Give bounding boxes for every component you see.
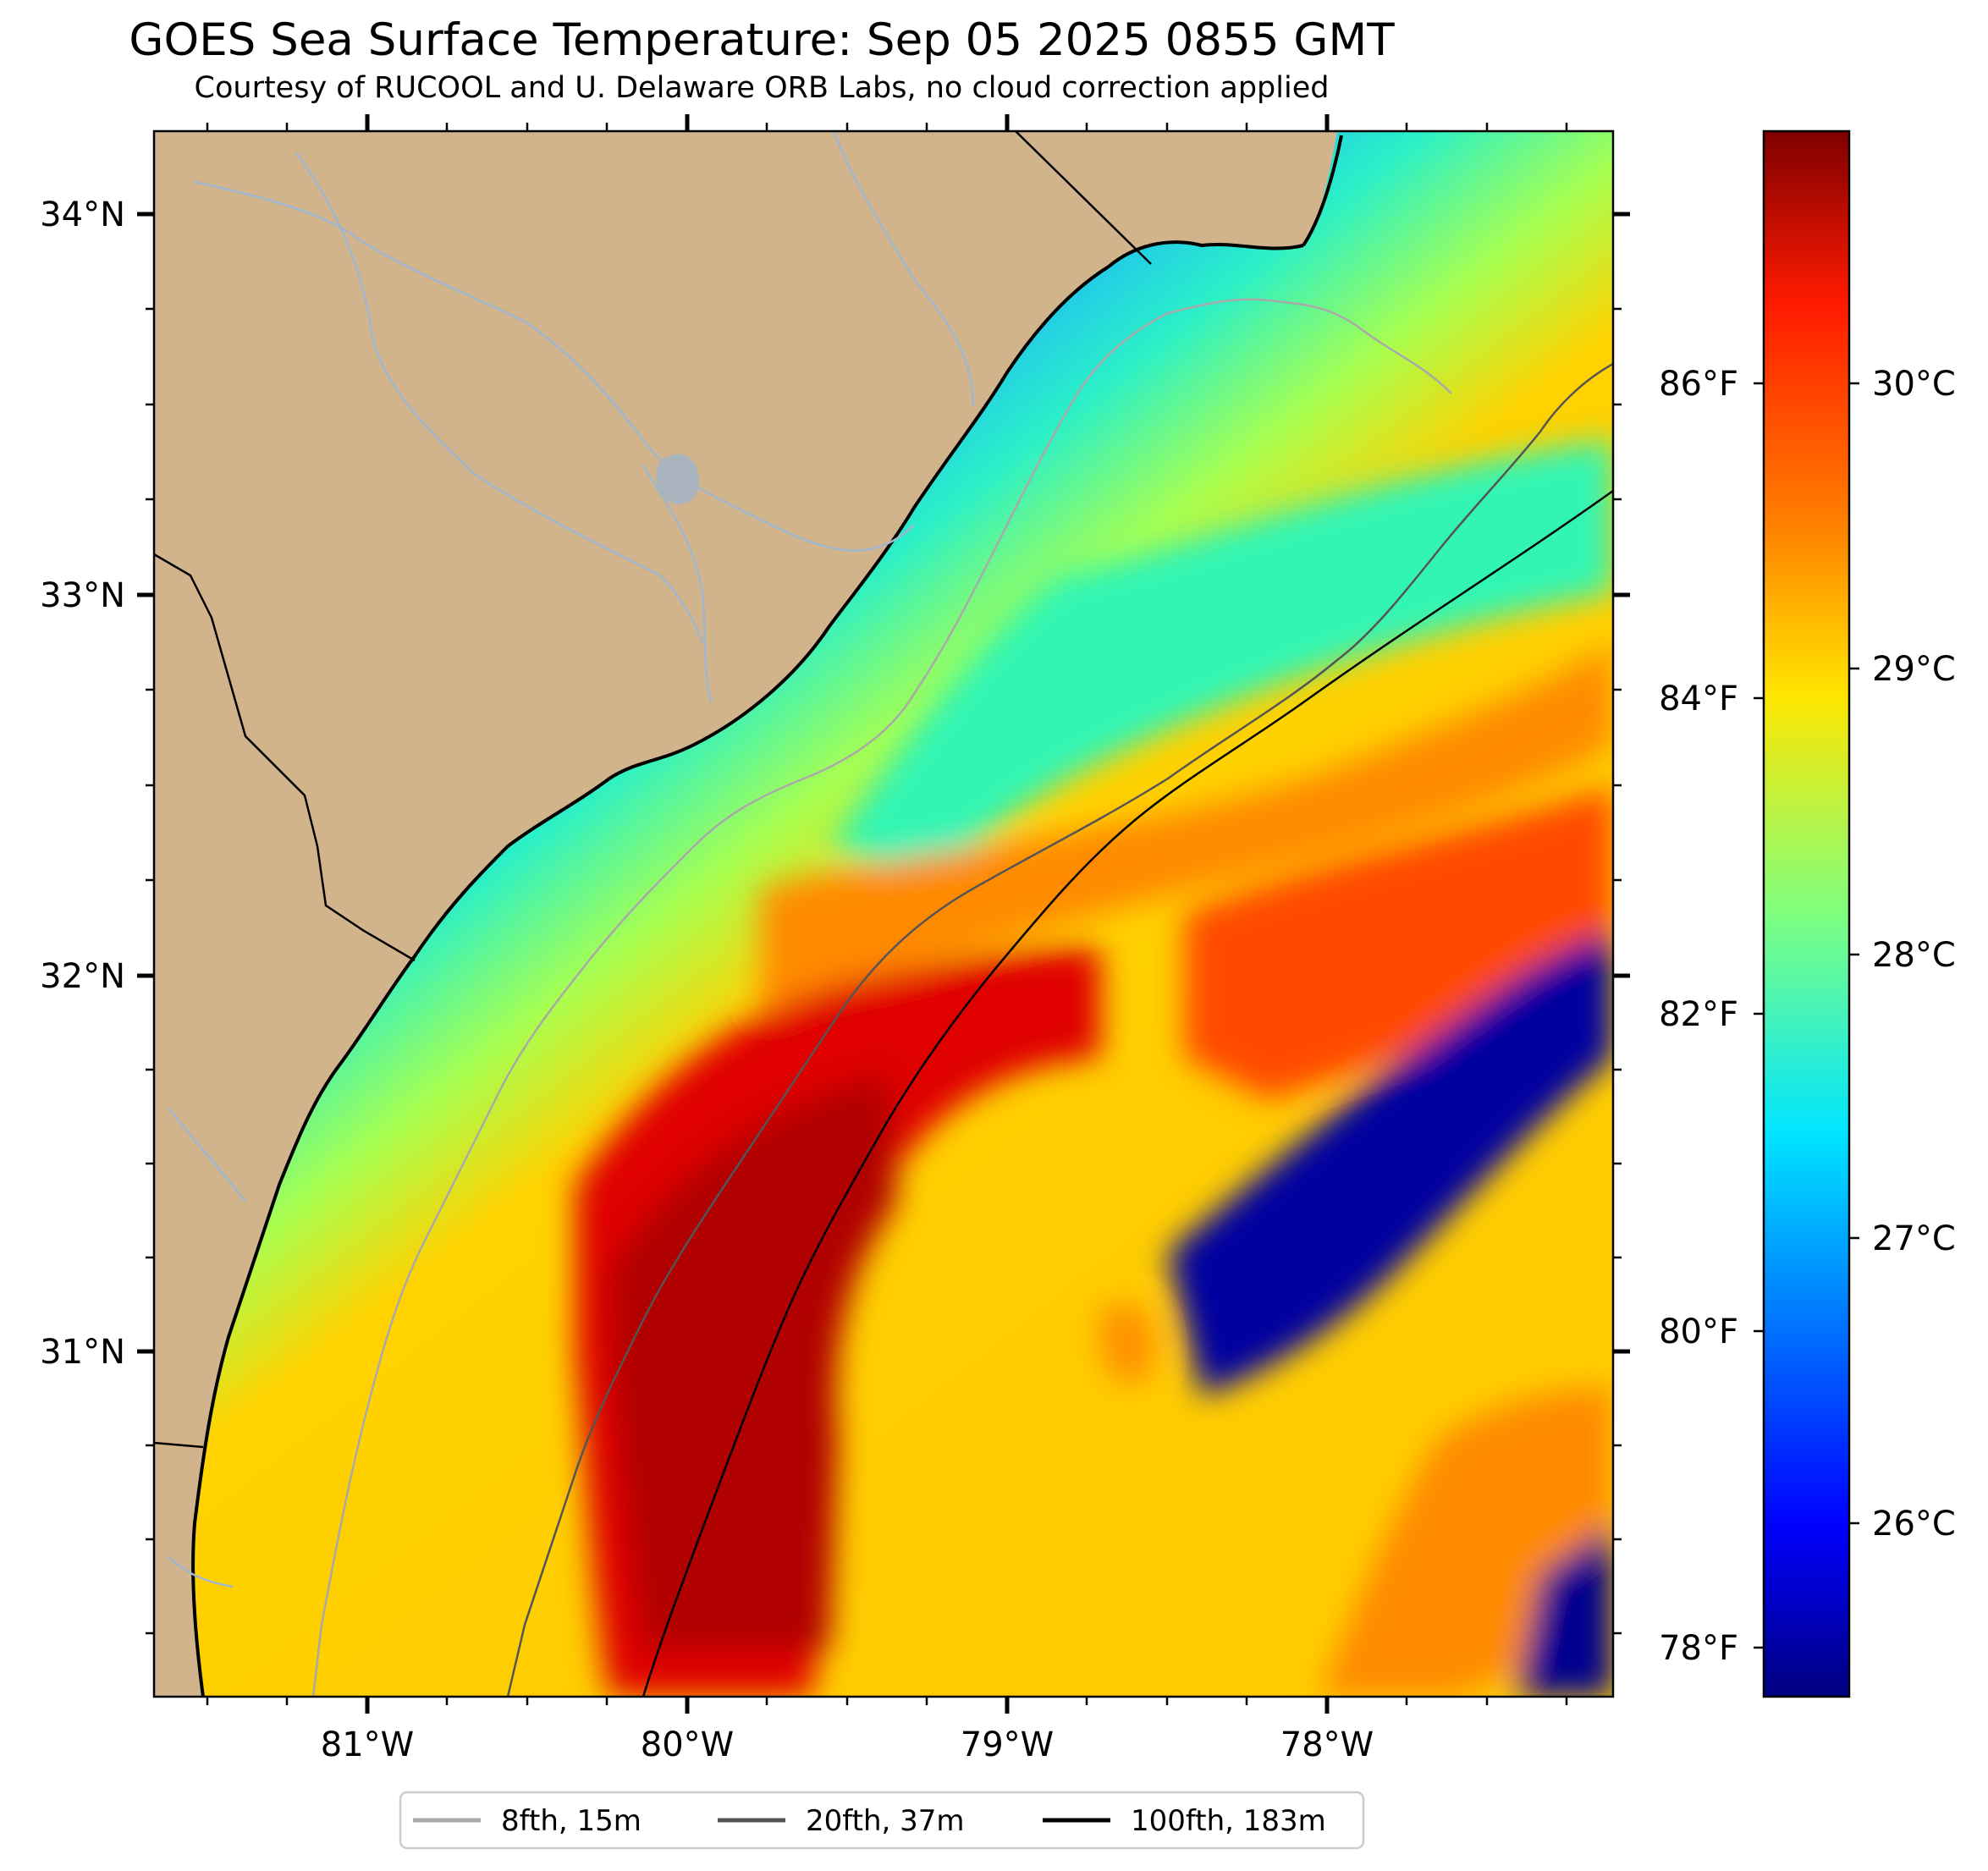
colorbar-fahrenheit-label: 84°F — [1659, 680, 1738, 718]
sst-map — [154, 131, 1613, 1697]
map-minor-ticks — [146, 123, 1622, 1705]
isobath-legend: 8fth, 15m 20fth, 37m 100fth, 183m — [399, 1791, 1365, 1850]
state-border-sc-ga — [154, 553, 416, 962]
lon-label: 80°W — [641, 1725, 734, 1764]
map-major-ticks — [137, 114, 1630, 1714]
coastline-north — [1302, 135, 1343, 247]
colorbar-celsius-label: 28°C — [1872, 936, 1956, 975]
lat-label: 34°N — [40, 195, 125, 234]
rivers — [168, 131, 975, 1588]
colorbar-fahrenheit-label: 80°F — [1659, 1312, 1738, 1351]
isobath-8fth — [311, 298, 1452, 1697]
isobath-20fth — [506, 362, 1613, 1697]
map-frame — [152, 129, 1615, 1698]
map-title: GOES Sea Surface Temperature: Sep 05 202… — [129, 14, 1395, 66]
lon-label: 81°W — [321, 1725, 414, 1764]
colorbar-celsius-ticks — [1849, 382, 1859, 1525]
colorbar: 30°C 29°C 28°C 27°C 26°C 86°F 84°F 82°F … — [1659, 129, 1956, 1698]
colorbar-fahrenheit-label: 78°F — [1659, 1629, 1738, 1668]
lat-label: 32°N — [40, 957, 125, 996]
coastline — [191, 240, 1304, 1697]
longitude-labels: 81°W 80°W 79°W 78°W — [321, 1725, 1374, 1764]
colorbar-celsius-label: 27°C — [1872, 1219, 1956, 1258]
legend-label: 100fth, 183m — [1131, 1804, 1326, 1838]
lat-label: 31°N — [40, 1333, 125, 1372]
lon-label: 79°W — [961, 1725, 1054, 1764]
lat-label: 33°N — [40, 576, 125, 615]
state-border-nc-sc — [1015, 131, 1152, 265]
colorbar-fahrenheit-ticks — [1754, 382, 1764, 1649]
colorbar-celsius-label: 29°C — [1872, 650, 1956, 689]
isobath-100fth — [642, 489, 1613, 1697]
sst-field — [575, 440, 1613, 1697]
lake — [656, 454, 699, 504]
legend-label: 8fth, 15m — [501, 1804, 642, 1838]
legend-box — [399, 1791, 1365, 1850]
colorbar-scale — [1762, 129, 1851, 1698]
legend-label: 20fth, 37m — [806, 1804, 965, 1838]
map-subtitle: Courtesy of RUCOOL and U. Delaware ORB L… — [194, 71, 1330, 105]
colorbar-fahrenheit-label: 86°F — [1659, 365, 1738, 404]
colorbar-celsius-label: 26°C — [1872, 1505, 1956, 1544]
colorbar-fahrenheit-label: 82°F — [1659, 995, 1738, 1034]
land — [154, 131, 1337, 1697]
colorbar-celsius-label: 30°C — [1872, 365, 1956, 404]
state-border-ga-fl — [154, 1441, 204, 1449]
latitude-labels: 34°N 33°N 32°N 31°N — [40, 195, 125, 1372]
lon-label: 78°W — [1280, 1725, 1374, 1764]
